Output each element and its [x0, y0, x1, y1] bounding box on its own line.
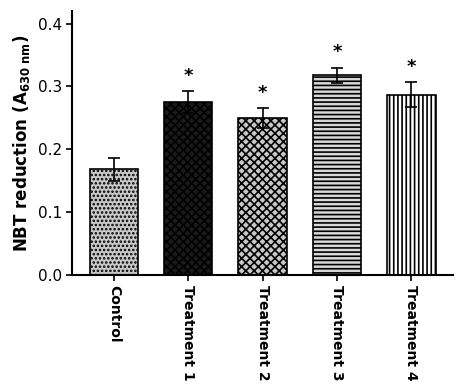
Bar — [164, 102, 212, 275]
Y-axis label: NBT reduction (A$_{\mathregular{630\ nm}}$): NBT reduction (A$_{\mathregular{630\ nm}… — [11, 34, 32, 252]
Text: *: * — [332, 44, 341, 61]
Bar — [238, 118, 286, 275]
Bar — [89, 169, 138, 275]
Text: *: * — [406, 58, 415, 76]
Bar — [312, 75, 360, 275]
Text: *: * — [257, 83, 267, 102]
Bar — [387, 94, 435, 275]
Text: *: * — [183, 67, 193, 85]
